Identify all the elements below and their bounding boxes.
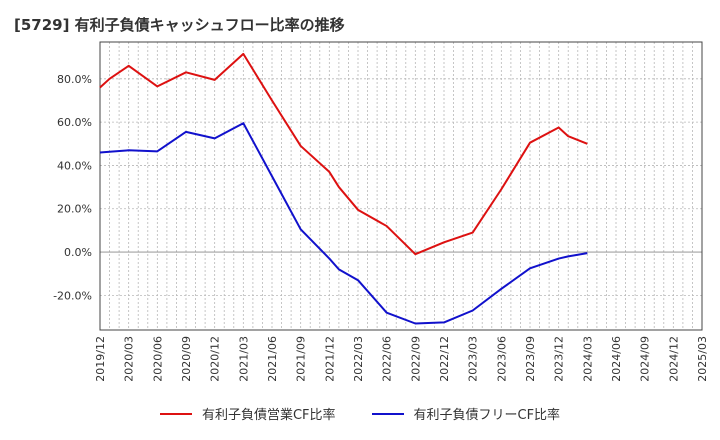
x-tick-label: 2021/06	[266, 336, 279, 382]
legend-item-operating-cf: 有利子負債営業CF比率	[159, 404, 336, 423]
series-line-operating-cf	[99, 52, 588, 256]
legend-swatch-free-cf	[371, 412, 404, 415]
x-tick-label: 2022/06	[381, 336, 394, 382]
x-tick-label: 2023/09	[524, 336, 537, 382]
grid-lines	[99, 42, 703, 330]
x-tick-label: 2023/06	[495, 336, 508, 382]
axes	[99, 41, 703, 331]
y-tick-label: 20.0%	[57, 203, 92, 216]
x-tick-label: 2019/12	[94, 336, 107, 382]
x-tick-label: 2025/03	[696, 336, 709, 382]
x-tick-label: 2021/03	[237, 336, 250, 382]
series-lines	[99, 52, 588, 325]
x-tick-label: 2024/06	[610, 336, 623, 382]
x-tick-labels: 2019/12 2020/03 2020/06 2020/09 2020/12 2021/…	[94, 336, 709, 382]
legend-label-operating-cf: 有利子負債営業CF比率	[201, 408, 336, 423]
x-tick-label: 2021/12	[323, 336, 336, 382]
legend-label-free-cf: 有利子負債フリーCF比率	[413, 408, 561, 423]
chart-title: [5729] 有利子負債キャッシュフロー比率の推移	[14, 16, 345, 34]
x-tick-label: 2022/09	[409, 336, 422, 382]
x-tick-label: 2024/09	[639, 336, 652, 382]
x-tick-label: 2022/03	[352, 336, 365, 382]
legend-swatch-operating-cf	[159, 412, 192, 415]
x-tick-label: 2020/06	[151, 336, 164, 382]
y-tick-labels: -20.0% 0.0% 20.0% 40.0% 60.0% 80.0%	[53, 73, 92, 303]
y-tick-label: 0.0%	[64, 246, 92, 259]
x-tick-label: 2020/12	[209, 336, 222, 382]
x-tick-label: 2020/03	[123, 336, 136, 382]
plot-frame	[99, 41, 703, 331]
legend-item-free-cf: 有利子負債フリーCF比率	[371, 404, 561, 423]
x-tick-label: 2020/09	[180, 336, 193, 382]
y-tick-label: 80.0%	[57, 73, 92, 86]
y-tick-label: -20.0%	[53, 289, 92, 302]
x-tick-label: 2023/03	[467, 336, 480, 382]
x-tick-label: 2024/12	[667, 336, 680, 382]
legend: 有利子負債営業CF比率 有利子負債フリーCF比率	[0, 404, 720, 423]
series-line-free-cf	[99, 122, 588, 325]
x-tick-label: 2021/09	[295, 336, 308, 382]
y-tick-label: 60.0%	[57, 116, 92, 129]
x-tick-label: 2024/03	[581, 336, 594, 382]
x-tick-label: 2023/12	[553, 336, 566, 382]
y-tick-label: 40.0%	[57, 159, 92, 172]
x-tick-label: 2022/12	[438, 336, 451, 382]
